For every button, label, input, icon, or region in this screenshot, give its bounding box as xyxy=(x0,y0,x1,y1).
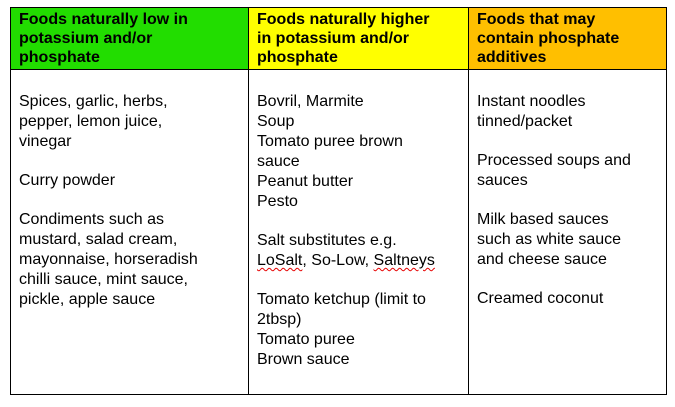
food-line: sauces xyxy=(477,172,528,189)
food-text: , So-Low, xyxy=(302,252,374,269)
food-group: Salt substitutes e.g. LoSalt, So-Low, Sa… xyxy=(257,231,464,271)
food-line: and cheese sauce xyxy=(477,251,607,268)
food-group: Processed soups and sauces xyxy=(477,151,662,191)
food-line: pickle, apple sauce xyxy=(19,291,156,308)
food-line: sauce xyxy=(257,153,300,170)
spellcheck-word: Saltneys xyxy=(373,252,435,269)
food-line: Brown sauce xyxy=(257,351,350,368)
food-line: mustard, salad cream, xyxy=(19,231,178,248)
food-line-salt-brands: LoSalt, So-Low, Saltneys xyxy=(257,251,464,271)
header-higher: Foods naturally higher in potassium and/… xyxy=(248,7,469,70)
food-group: Creamed coconut xyxy=(477,289,662,309)
header-higher-line: in potassium and/or xyxy=(257,30,410,47)
food-line: pepper, lemon juice, xyxy=(19,113,163,130)
food-line: chilli sauce, mint sauce, xyxy=(19,271,188,288)
header-row: Foods naturally low in potassium and/or … xyxy=(10,7,667,70)
header-low: Foods naturally low in potassium and/or … xyxy=(10,7,249,70)
food-group: Curry powder xyxy=(19,171,244,191)
food-line: Soup xyxy=(257,113,295,130)
spellcheck-word: LoSalt xyxy=(257,252,303,269)
food-group: Instant noodles tinned/packet xyxy=(477,92,662,132)
food-line: Tomato puree brown xyxy=(257,133,403,150)
header-additives-line: additives xyxy=(477,49,547,66)
food-group: Condiments such as mustard, salad cream,… xyxy=(19,210,244,310)
header-low-line: potassium and/or xyxy=(19,30,153,47)
food-line: 2tbsp) xyxy=(257,311,302,328)
food-line: Tomato ketchup (limit to xyxy=(257,291,426,308)
header-additives-line: Foods that may xyxy=(477,11,596,28)
food-group: Milk based sauces such as white sauce an… xyxy=(477,210,662,270)
food-line: Spices, garlic, herbs, xyxy=(19,93,168,110)
food-line: Processed soups and xyxy=(477,152,631,169)
header-low-line: Foods naturally low in xyxy=(19,11,188,28)
food-line: Salt substitutes e.g. xyxy=(257,232,397,249)
food-line: Curry powder xyxy=(19,172,116,189)
food-line: Milk based sauces xyxy=(477,211,609,228)
food-group: Tomato ketchup (limit to 2tbsp) Tomato p… xyxy=(257,290,464,370)
food-line: Tomato puree xyxy=(257,331,355,348)
cell-additive-foods: Instant noodles tinned/packet Processed … xyxy=(468,69,667,395)
food-line: Instant noodles xyxy=(477,93,586,110)
cell-higher-foods: Bovril, Marmite Soup Tomato puree brown … xyxy=(248,69,469,395)
cell-low-foods: Spices, garlic, herbs, pepper, lemon jui… xyxy=(10,69,249,395)
header-higher-line: Foods naturally higher xyxy=(257,11,430,28)
food-line: mayonnaise, horseradish xyxy=(19,251,198,268)
header-low-line: phosphate xyxy=(19,49,100,66)
header-additives-line: contain phosphate xyxy=(477,30,620,47)
food-line: vinegar xyxy=(19,133,72,150)
food-line: such as white sauce xyxy=(477,231,622,248)
food-group: Spices, garlic, herbs, pepper, lemon jui… xyxy=(19,92,244,152)
food-line: Bovril, Marmite xyxy=(257,93,364,110)
food-line: Peanut butter xyxy=(257,173,354,190)
food-line: Condiments such as xyxy=(19,211,164,228)
header-higher-line: phosphate xyxy=(257,49,338,66)
food-line: Pesto xyxy=(257,193,298,210)
header-additives: Foods that may contain phosphate additiv… xyxy=(468,7,667,70)
food-line: Creamed coconut xyxy=(477,290,604,307)
food-group: Bovril, Marmite Soup Tomato puree brown … xyxy=(257,92,464,212)
food-line: tinned/packet xyxy=(477,113,573,130)
body-row: Spices, garlic, herbs, pepper, lemon jui… xyxy=(10,69,667,395)
food-table: Foods naturally low in potassium and/or … xyxy=(10,7,667,395)
